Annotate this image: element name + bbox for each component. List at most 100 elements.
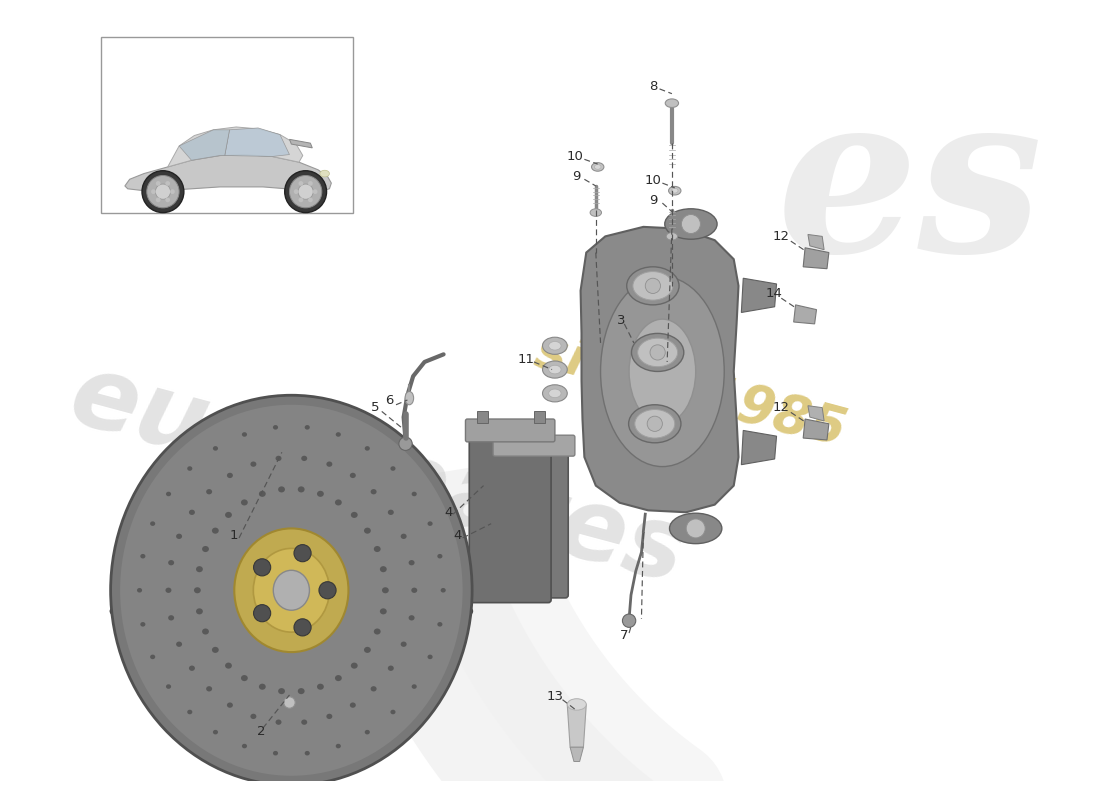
Ellipse shape: [168, 615, 174, 621]
Ellipse shape: [428, 522, 432, 526]
Text: 6: 6: [385, 394, 394, 407]
Circle shape: [151, 190, 156, 194]
Ellipse shape: [390, 466, 396, 471]
Ellipse shape: [227, 473, 233, 478]
Ellipse shape: [213, 730, 218, 734]
Polygon shape: [568, 705, 586, 747]
Text: 7: 7: [620, 630, 628, 642]
Ellipse shape: [206, 686, 212, 691]
Ellipse shape: [667, 233, 678, 240]
Text: 12: 12: [773, 230, 790, 243]
Circle shape: [298, 184, 314, 199]
Text: 5: 5: [371, 401, 380, 414]
Ellipse shape: [629, 319, 695, 424]
Bar: [101, 37, 353, 213]
Polygon shape: [741, 278, 777, 313]
Circle shape: [681, 214, 701, 234]
Ellipse shape: [166, 684, 172, 689]
Ellipse shape: [594, 165, 601, 170]
Polygon shape: [289, 139, 312, 148]
Ellipse shape: [301, 456, 307, 461]
Circle shape: [165, 181, 170, 186]
Ellipse shape: [275, 719, 282, 725]
Ellipse shape: [253, 549, 329, 632]
Circle shape: [623, 614, 636, 627]
Ellipse shape: [241, 675, 248, 681]
Ellipse shape: [226, 512, 232, 518]
Circle shape: [647, 416, 662, 431]
Text: 10: 10: [645, 174, 661, 186]
Ellipse shape: [317, 490, 323, 497]
Circle shape: [142, 170, 184, 213]
Ellipse shape: [166, 492, 172, 496]
Ellipse shape: [165, 588, 172, 593]
Ellipse shape: [542, 385, 568, 402]
Polygon shape: [179, 130, 230, 160]
Text: 14: 14: [766, 287, 782, 300]
Circle shape: [289, 175, 322, 208]
Ellipse shape: [202, 629, 209, 634]
Ellipse shape: [627, 267, 679, 305]
Text: 9: 9: [649, 194, 657, 206]
Ellipse shape: [327, 462, 332, 467]
Ellipse shape: [400, 534, 407, 539]
Bar: [477, 411, 488, 423]
Ellipse shape: [234, 529, 349, 652]
Ellipse shape: [305, 751, 310, 755]
Ellipse shape: [189, 510, 195, 515]
Ellipse shape: [371, 686, 376, 691]
Text: 12: 12: [773, 401, 790, 414]
Text: since 1985: since 1985: [530, 324, 851, 457]
Ellipse shape: [212, 528, 219, 534]
Circle shape: [294, 545, 311, 562]
Ellipse shape: [334, 499, 342, 506]
Ellipse shape: [138, 588, 142, 593]
Ellipse shape: [549, 389, 561, 398]
Ellipse shape: [350, 473, 355, 478]
Ellipse shape: [411, 588, 417, 593]
FancyBboxPatch shape: [493, 435, 575, 456]
Ellipse shape: [213, 446, 218, 450]
Ellipse shape: [251, 714, 256, 719]
Ellipse shape: [441, 588, 446, 593]
Ellipse shape: [365, 730, 370, 734]
Polygon shape: [167, 127, 302, 167]
Circle shape: [294, 190, 298, 194]
Ellipse shape: [258, 490, 266, 497]
Ellipse shape: [212, 647, 219, 653]
Polygon shape: [807, 406, 824, 421]
Ellipse shape: [111, 590, 472, 633]
Ellipse shape: [301, 719, 307, 725]
Text: es: es: [777, 82, 1043, 299]
Text: 3: 3: [617, 314, 626, 326]
Text: 9: 9: [573, 170, 581, 183]
Ellipse shape: [141, 622, 145, 626]
Ellipse shape: [411, 492, 417, 496]
Ellipse shape: [351, 512, 358, 518]
Circle shape: [298, 181, 304, 186]
Polygon shape: [803, 419, 829, 440]
Ellipse shape: [327, 714, 332, 719]
Ellipse shape: [628, 405, 681, 443]
Text: eurospares: eurospares: [59, 347, 695, 605]
Ellipse shape: [549, 342, 561, 350]
Text: 2: 2: [256, 725, 265, 738]
Ellipse shape: [428, 654, 432, 659]
Ellipse shape: [196, 566, 202, 572]
Polygon shape: [741, 430, 777, 465]
Circle shape: [284, 697, 295, 708]
Ellipse shape: [258, 684, 266, 690]
Ellipse shape: [549, 366, 561, 374]
Ellipse shape: [350, 702, 355, 708]
Ellipse shape: [150, 522, 155, 526]
Ellipse shape: [242, 744, 248, 748]
Circle shape: [285, 170, 327, 213]
FancyBboxPatch shape: [496, 450, 569, 598]
Polygon shape: [807, 234, 824, 250]
Circle shape: [170, 190, 175, 194]
Ellipse shape: [189, 666, 195, 671]
Circle shape: [298, 198, 304, 202]
Ellipse shape: [120, 405, 463, 776]
Ellipse shape: [298, 688, 305, 694]
Ellipse shape: [390, 710, 396, 714]
